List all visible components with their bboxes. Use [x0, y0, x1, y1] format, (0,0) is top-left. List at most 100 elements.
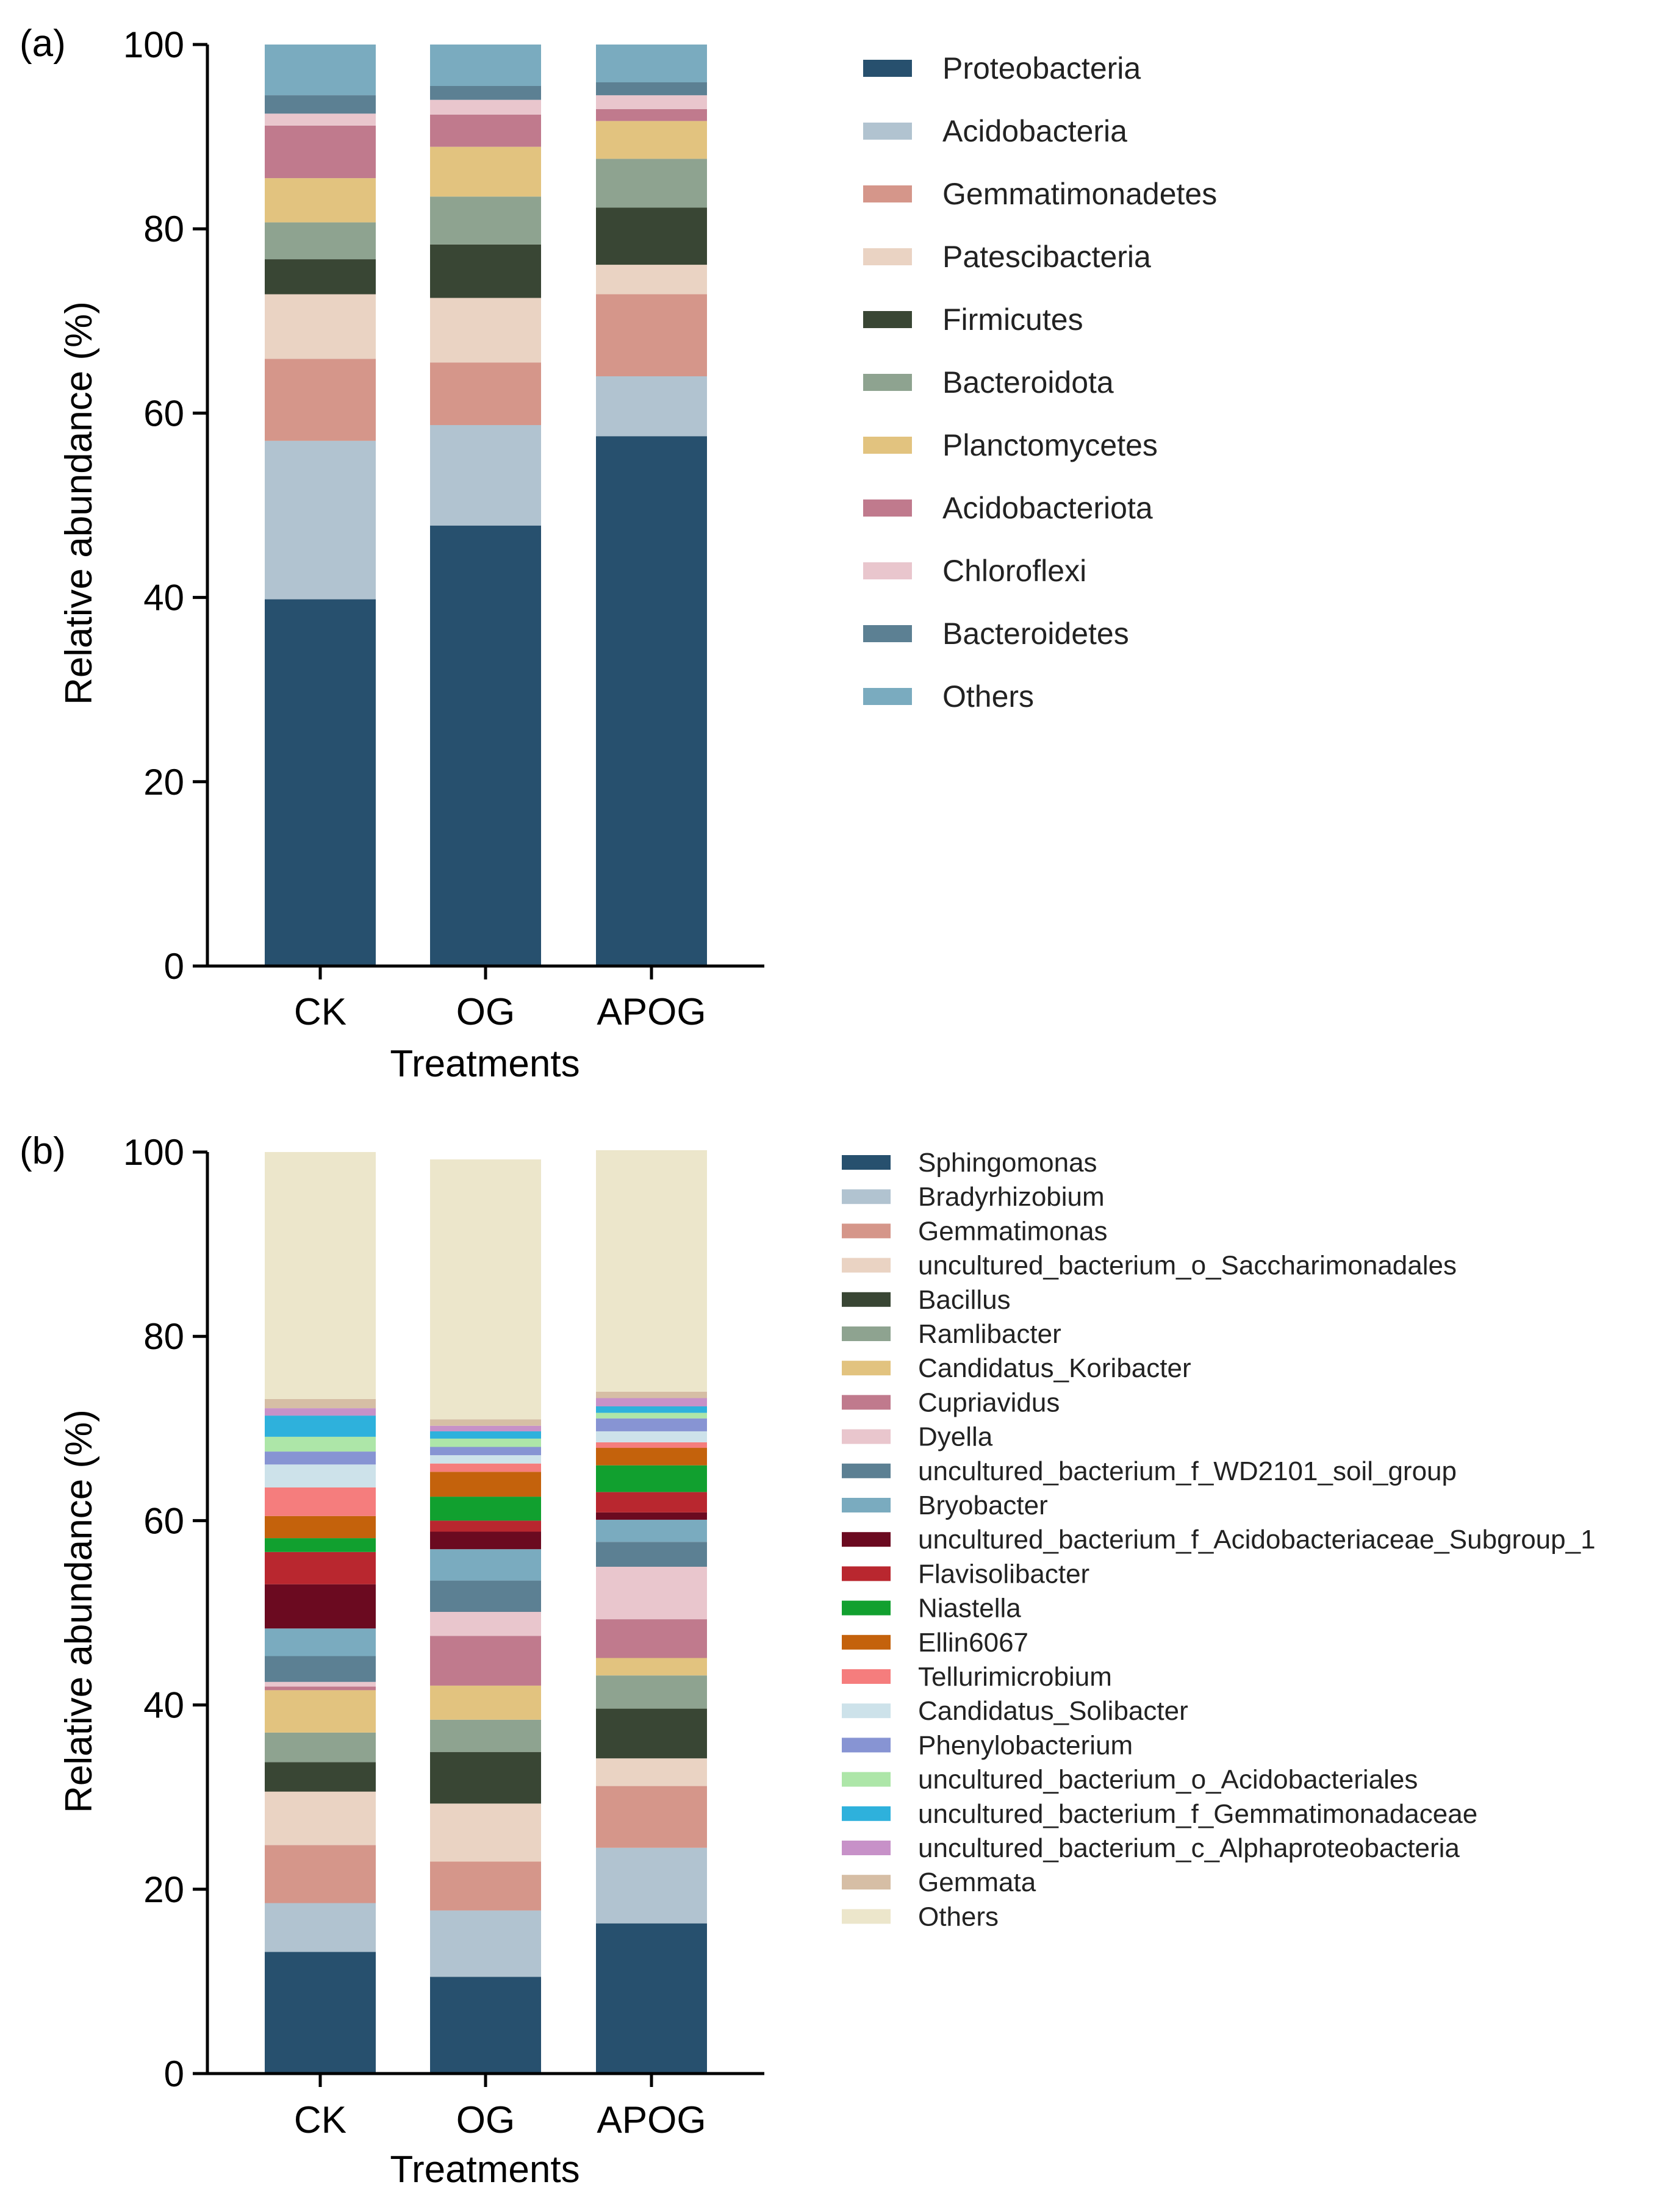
bar-segment-b-ck-candidatus-koribacter [265, 1690, 376, 1733]
category-labels-a: CK OG APOG [294, 966, 706, 1033]
bar-segment-b-apog-ramlibacter [596, 1675, 707, 1709]
bar-segment-b-og-uncultured-bacterium-o-acidobacteriales [430, 1438, 541, 1447]
bar-segment-a-ck-bacteroidetes [265, 95, 376, 114]
bar-segment-b-apog-uncultured-bacterium-f-gemmatimonadaceae [596, 1406, 707, 1413]
bar-segment-a-ck-planctomycetes [265, 178, 376, 223]
bar-segment-b-apog-bradyrhizobium [596, 1847, 707, 1924]
panel-label-b: (b) [20, 1130, 66, 1172]
bar-segment-b-apog-flavisolibacter [596, 1492, 707, 1512]
legend-swatch-b-uncultured-bacterium-f-acidobacteriaceae-subgroup-1 [842, 1532, 891, 1547]
y-tick-label-a-100: 100 [123, 24, 184, 65]
bar-segment-b-og-uncultured-bacterium-o-saccharimonadales [430, 1803, 541, 1862]
legend-label-b-flavisolibacter: Flavisolibacter [918, 1559, 1089, 1589]
bar-segment-a-apog-proteobacteria [596, 436, 707, 966]
bar-segment-a-og-acidobacteria [430, 425, 541, 526]
bar-segment-a-og-gemmatimonadetes [430, 362, 541, 425]
legend-label-a-acidobacteria: Acidobacteria [942, 114, 1127, 148]
panel-b-relative-abundance-genus: (b) Relative abundance (%) Treatments 0 2… [20, 1130, 1596, 2191]
bar-segment-b-og-sphingomonas [430, 1977, 541, 2074]
bar-segment-b-og-uncultured-bacterium-f-wd2101-soil-group [430, 1580, 541, 1612]
y-tick-label-b-20: 20 [143, 1869, 184, 1910]
bar-segment-a-apog-acidobacteria [596, 376, 707, 437]
legend-swatch-b-flavisolibacter [842, 1566, 891, 1581]
y-tick-label-a-0: 0 [164, 946, 184, 987]
bar-segment-b-ck-dyella [265, 1681, 376, 1687]
bar-segment-b-og-bryobacter [430, 1549, 541, 1581]
bar-segment-a-apog-planctomycetes [596, 121, 707, 159]
bar-segment-a-og-planctomycetes [430, 146, 541, 197]
legend-label-b-niastella: Niastella [918, 1594, 1021, 1623]
legend-label-b-bradyrhizobium: Bradyrhizobium [918, 1182, 1105, 1212]
bar-segment-b-ck-flavisolibacter [265, 1552, 376, 1584]
y-tick-label-b-40: 40 [143, 1685, 184, 1726]
bar-segment-b-og-uncultured-bacterium-f-gemmatimonadaceae [430, 1431, 541, 1439]
legend-label-b-candidatus-koribacter: Candidatus_Koribacter [918, 1353, 1191, 1383]
legend-label-a-acidobacteriota: Acidobacteriota [942, 491, 1153, 525]
legend-swatch-a-chloroflexi [863, 562, 912, 579]
bar-segment-a-og-chloroflexi [430, 99, 541, 115]
bar-segment-a-ck-acidobacteria [265, 440, 376, 600]
legend-label-b-uncultured-bacterium-o-acidobacteriales: uncultured_bacterium_o_Acidobacteriales [918, 1765, 1418, 1795]
bar-segment-b-ck-bryobacter [265, 1628, 376, 1656]
legend-swatch-b-uncultured-bacterium-f-gemmatimonadaceae [842, 1806, 891, 1821]
legend-label-b-uncultured-bacterium-f-wd2101-soil-group: uncultured_bacterium_f_WD2101_soil_group [918, 1456, 1457, 1486]
legend-swatch-b-niastella [842, 1600, 891, 1616]
bar-segment-b-og-cupriavidus [430, 1636, 541, 1686]
legend-label-b-candidatus-solibacter: Candidatus_Solibacter [918, 1696, 1188, 1726]
bar-segment-b-apog-uncultured-bacterium-f-acidobacteriaceae-subgroup-1 [596, 1512, 707, 1520]
bar-segment-a-og-bacteroidetes [430, 86, 541, 100]
bar-segment-a-apog-gemmatimonadetes [596, 294, 707, 376]
legend-swatch-b-uncultured-bacterium-f-wd2101-soil-group [842, 1463, 891, 1478]
legend-label-b-uncultured-bacterium-f-gemmatimonadaceae: uncultured_bacterium_f_Gemmatimonadaceae [918, 1799, 1477, 1829]
legend-swatch-b-ramlibacter [842, 1326, 891, 1341]
y-tick-label-a-80: 80 [143, 209, 184, 249]
bar-segment-b-apog-gemmatimonas [596, 1786, 707, 1848]
bar-segment-b-ck-bradyrhizobium [265, 1903, 376, 1952]
bar-segment-a-apog-firmicutes [596, 207, 707, 265]
bar-segment-b-ck-uncultured-bacterium-f-wd2101-soil-group [265, 1656, 376, 1682]
bar-segment-b-og-tellurimicrobium [430, 1463, 541, 1472]
ticks-b: 0 20 40 60 80 100 [123, 1132, 207, 2094]
bar-segment-a-ck-proteobacteria [265, 599, 376, 966]
bar-segment-a-og-firmicutes [430, 244, 541, 298]
legend-a: Proteobacteria Acidobacteria Gemmatimonade… [863, 51, 1217, 714]
x-category-label-a-ck: CK [294, 991, 346, 1033]
bar-segment-b-og-uncultured-bacterium-c-alphaproteobacteria [430, 1425, 541, 1431]
legend-label-b-bryobacter: Bryobacter [918, 1491, 1048, 1520]
bar-segment-b-apog-candidatus-solibacter [596, 1431, 707, 1442]
bar-segment-a-og-acidobacteriota [430, 114, 541, 147]
bar-segment-b-ck-cupriavidus [265, 1686, 376, 1691]
bar-segment-b-apog-uncultured-bacterium-o-acidobacteriales [596, 1412, 707, 1419]
bar-segment-a-ck-gemmatimonadetes [265, 359, 376, 441]
legend-swatch-b-dyella [842, 1429, 891, 1444]
bar-segment-b-ck-tellurimicrobium [265, 1487, 376, 1516]
y-tick-label-a-20: 20 [143, 762, 184, 803]
legend-swatch-b-bryobacter [842, 1498, 891, 1512]
legend-label-b-uncultured-bacterium-c-alphaproteobacteria: uncultured_bacterium_c_Alphaproteobacter… [918, 1833, 1460, 1863]
bar-segment-a-og-others [430, 45, 541, 86]
bar-segment-b-ck-ramlibacter [265, 1732, 376, 1763]
bar-segment-b-apog-uncultured-bacterium-f-wd2101-soil-group [596, 1542, 707, 1567]
bar-segment-b-og-candidatus-solibacter [430, 1455, 541, 1464]
legend-label-b-gemmatimonas: Gemmatimonas [918, 1216, 1108, 1246]
legend-swatch-a-firmicutes [863, 311, 912, 328]
legend-label-a-planctomycetes: Planctomycetes [942, 428, 1158, 462]
legend-label-b-phenylobacterium: Phenylobacterium [918, 1730, 1133, 1760]
legend-swatch-a-bacteroidota [863, 374, 912, 391]
legend-swatch-b-tellurimicrobium [842, 1669, 891, 1684]
legend-swatch-b-cupriavidus [842, 1395, 891, 1410]
bar-segment-b-ck-uncultured-bacterium-f-acidobacteriaceae-subgroup-1 [265, 1584, 376, 1629]
x-category-label-b-og: OG [456, 2099, 515, 2141]
y-tick-label-b-100: 100 [123, 1132, 184, 1173]
bar-segment-b-apog-bacillus [596, 1708, 707, 1759]
bar-segment-b-og-bradyrhizobium [430, 1910, 541, 1977]
legend-swatch-b-sphingomonas [842, 1155, 891, 1170]
legend-label-a-chloroflexi: Chloroflexi [942, 554, 1086, 588]
bar-segment-b-ck-phenylobacterium [265, 1451, 376, 1465]
bar-segment-b-og-ramlibacter [430, 1719, 541, 1752]
bar-segment-a-ck-acidobacteriota [265, 126, 376, 179]
bar-segment-b-ck-uncultured-bacterium-o-acidobacteriales [265, 1436, 376, 1452]
legend-label-b-others: Others [918, 1902, 999, 1931]
bar-segment-b-ck-others [265, 1152, 376, 1399]
